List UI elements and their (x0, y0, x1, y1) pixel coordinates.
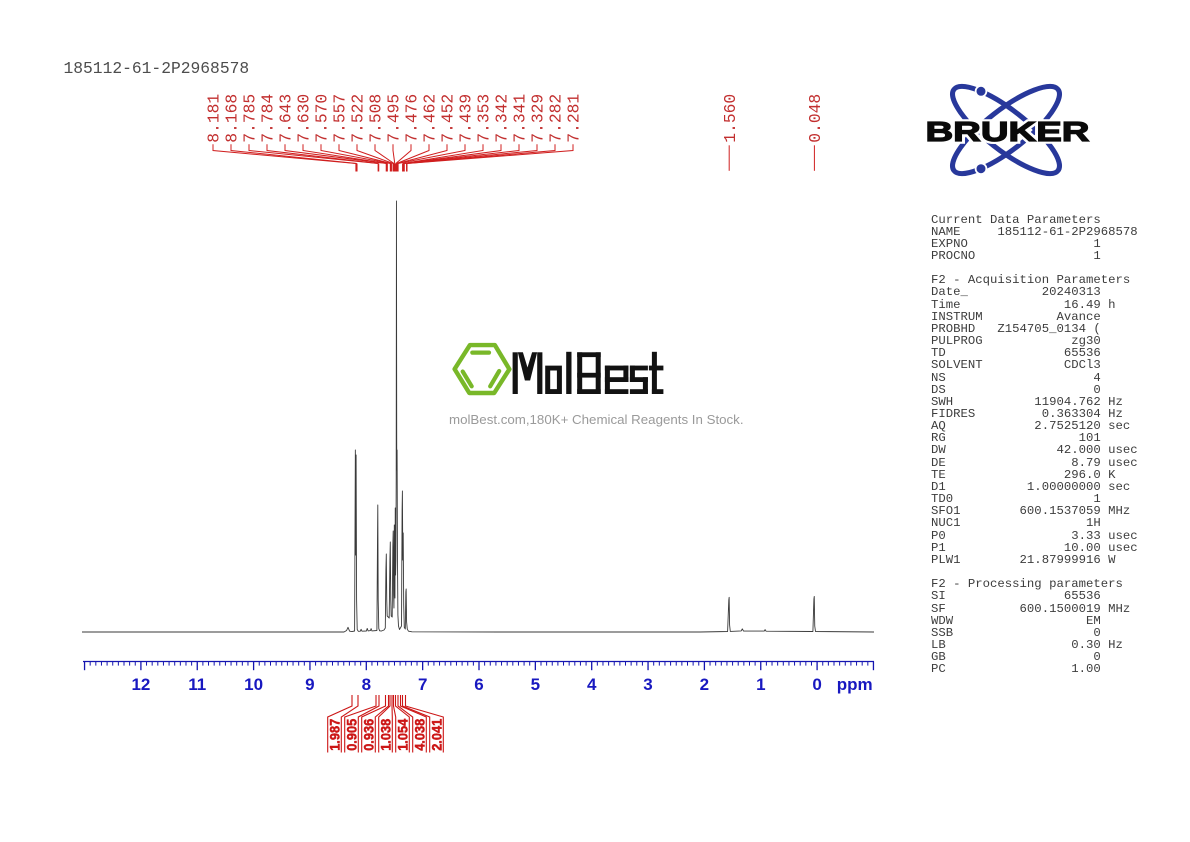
svg-text:7.557: 7.557 (331, 94, 350, 143)
svg-text:7.785: 7.785 (241, 94, 260, 143)
svg-text:7.643: 7.643 (277, 94, 296, 143)
svg-text:7.476: 7.476 (403, 94, 422, 143)
svg-text:1.038: 1.038 (377, 719, 393, 751)
svg-text:7.329: 7.329 (529, 94, 548, 143)
svg-text:9: 9 (305, 675, 314, 694)
svg-text:7.282: 7.282 (547, 94, 566, 143)
svg-text:6: 6 (474, 675, 483, 694)
svg-text:molBest.com,180K+ Chemical Rea: molBest.com,180K+ Chemical Reagents In S… (449, 412, 744, 427)
svg-text:12: 12 (131, 675, 150, 694)
svg-text:5: 5 (531, 675, 540, 694)
svg-text:7.495: 7.495 (385, 94, 404, 143)
svg-text:7.508: 7.508 (367, 94, 386, 143)
svg-text:8.181: 8.181 (205, 94, 224, 143)
svg-text:1: 1 (756, 675, 765, 694)
svg-text:1.987: 1.987 (326, 719, 342, 751)
svg-text:7.341: 7.341 (511, 94, 530, 143)
svg-text:0: 0 (812, 675, 821, 694)
svg-text:7.281: 7.281 (565, 94, 584, 143)
svg-text:0.048: 0.048 (806, 94, 825, 143)
svg-text:BRUKER: BRUKER (926, 116, 1090, 147)
svg-text:2.041: 2.041 (428, 719, 444, 751)
svg-text:4: 4 (587, 675, 597, 694)
svg-text:10: 10 (244, 675, 263, 694)
svg-text:7.342: 7.342 (493, 94, 512, 143)
svg-text:7.353: 7.353 (475, 94, 494, 143)
svg-text:0.936: 0.936 (360, 719, 376, 751)
svg-text:8.168: 8.168 (223, 94, 242, 143)
svg-text:11: 11 (188, 675, 206, 694)
svg-text:7.452: 7.452 (439, 94, 458, 143)
svg-text:BRUKER: BRUKER (926, 116, 1090, 147)
svg-text:3: 3 (643, 675, 652, 694)
svg-text:1.054: 1.054 (394, 719, 410, 751)
svg-text:1.560: 1.560 (721, 94, 740, 143)
svg-text:7.439: 7.439 (457, 94, 476, 143)
svg-text:7: 7 (418, 675, 427, 694)
svg-text:4.038: 4.038 (411, 719, 427, 751)
svg-text:7.630: 7.630 (295, 94, 314, 143)
svg-text:7.462: 7.462 (421, 94, 440, 143)
svg-text:7.570: 7.570 (313, 94, 332, 143)
svg-text:8: 8 (362, 675, 371, 694)
svg-text:2: 2 (700, 675, 709, 694)
svg-text:0.905: 0.905 (343, 719, 359, 751)
svg-text:7.784: 7.784 (259, 94, 278, 143)
svg-text:7.522: 7.522 (349, 94, 368, 143)
svg-text:ppm: ppm (837, 675, 873, 694)
